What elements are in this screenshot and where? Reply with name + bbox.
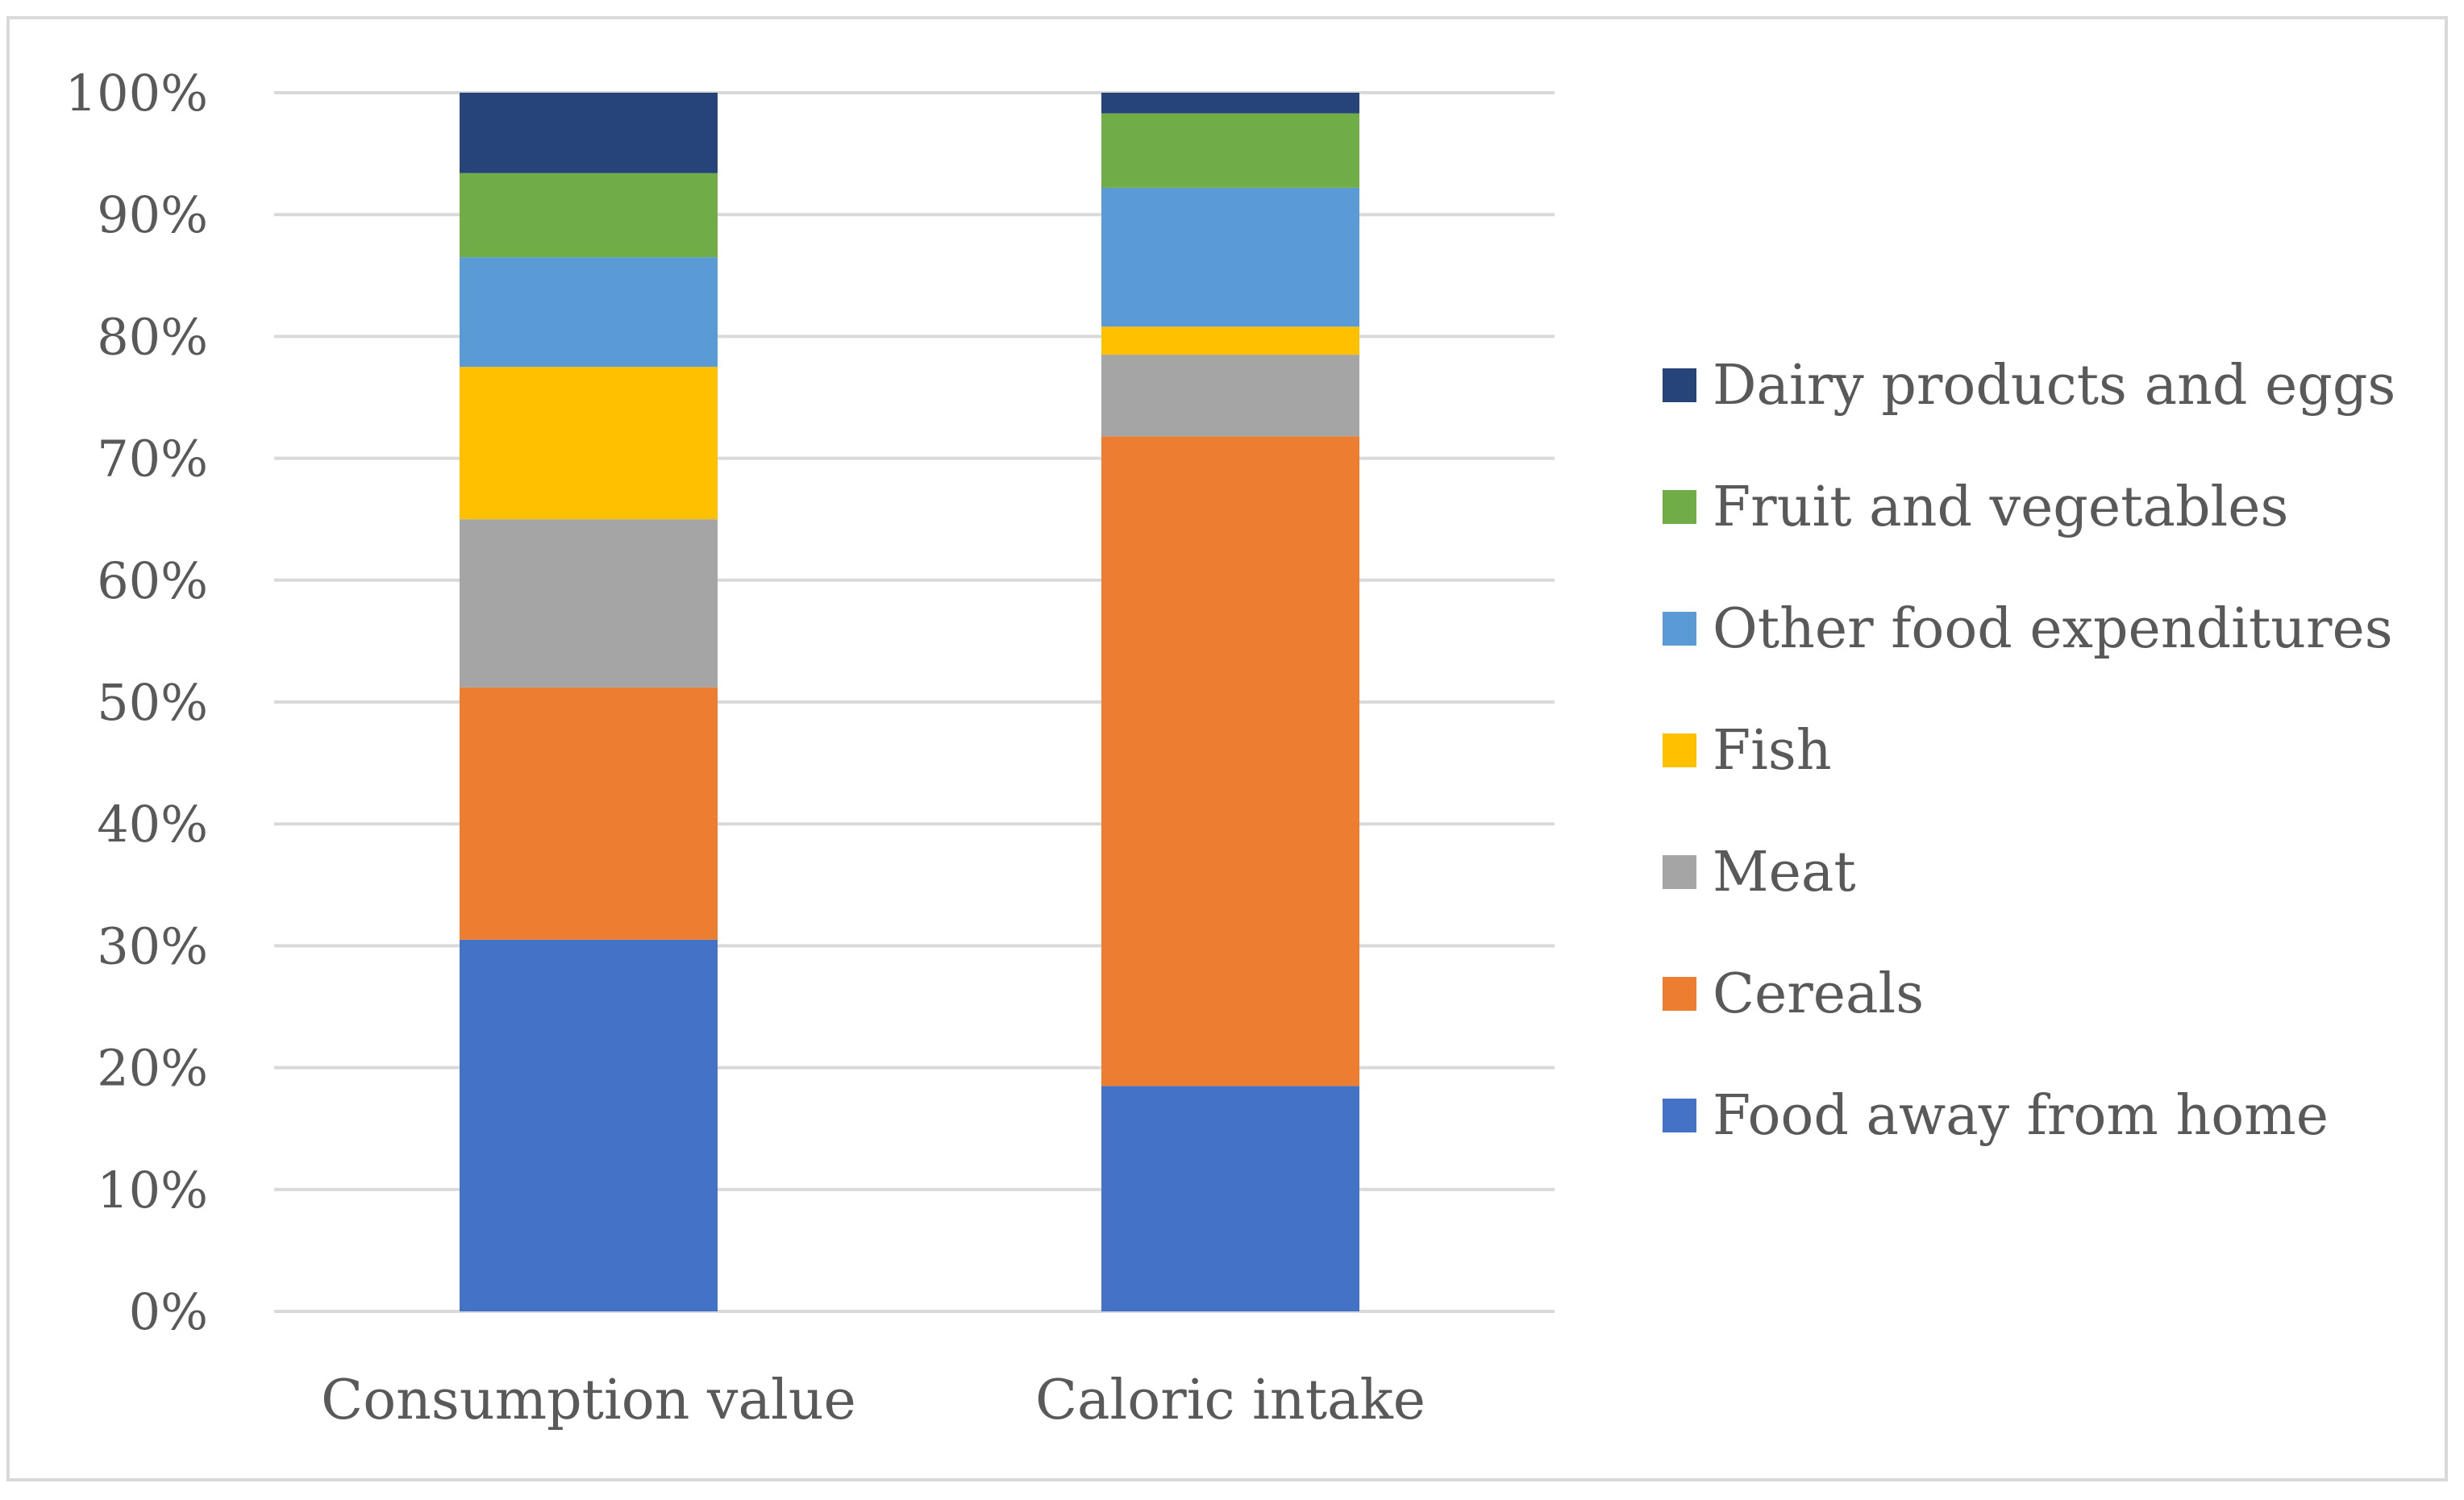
y-tick-label: 0% <box>129 1282 208 1341</box>
legend-label: Food away from home <box>1713 1084 2329 1148</box>
bar-segment <box>1101 113 1359 188</box>
bar-segment <box>1101 187 1359 327</box>
legend-swatch <box>1663 612 1696 646</box>
legend-label: Fish <box>1713 719 1832 783</box>
bar-segment <box>460 687 718 940</box>
x-category-label: Consumption value <box>321 1369 856 1432</box>
bar-segment <box>1101 326 1359 355</box>
legend-label: Other food expenditures <box>1713 597 2393 661</box>
bar-segment <box>460 257 718 368</box>
legend-swatch <box>1663 855 1696 889</box>
legend-swatch <box>1663 368 1696 402</box>
bar-segment <box>1101 436 1359 1087</box>
y-tick-label: 20% <box>97 1039 208 1098</box>
y-tick-label: 40% <box>97 795 208 854</box>
bar-segment <box>460 939 718 1311</box>
legend-swatch <box>1663 490 1696 524</box>
y-tick-label: 30% <box>97 916 208 975</box>
legend: Dairy products and eggs Fruit and vegetab… <box>1663 354 2395 1148</box>
x-axis-category-labels: Consumption value Caloric intake <box>321 1369 1426 1432</box>
bar-segment <box>1101 93 1359 114</box>
y-tick-label: 100% <box>65 64 208 123</box>
y-tick-label: 70% <box>97 430 208 488</box>
y-tick-label: 10% <box>97 1161 208 1220</box>
bars <box>460 93 1359 1311</box>
y-tick-label: 80% <box>97 307 208 366</box>
y-tick-label: 50% <box>97 673 208 732</box>
bar-segment <box>460 93 718 173</box>
bar-segment <box>1101 1086 1359 1311</box>
bar-segment <box>460 367 718 520</box>
y-tick-label: 90% <box>97 185 208 244</box>
legend-label: Cereals <box>1713 962 1924 1026</box>
legend-label: Meat <box>1713 841 1856 904</box>
y-tick-label: 60% <box>97 551 208 610</box>
bar-segment <box>460 172 718 258</box>
legend-label: Fruit and vegetables <box>1713 476 2288 539</box>
x-category-label: Caloric intake <box>1035 1369 1426 1432</box>
bar-segment <box>1101 355 1359 437</box>
y-axis-tick-labels: 0% 10% 20% 30% 40% 50% 60% 70% 80% 90% 100% <box>65 64 208 1341</box>
bar-segment <box>460 519 718 688</box>
legend-swatch <box>1663 733 1696 767</box>
legend-swatch <box>1663 1099 1696 1132</box>
legend-swatch <box>1663 977 1696 1011</box>
legend-label: Dairy products and eggs <box>1713 354 2395 418</box>
